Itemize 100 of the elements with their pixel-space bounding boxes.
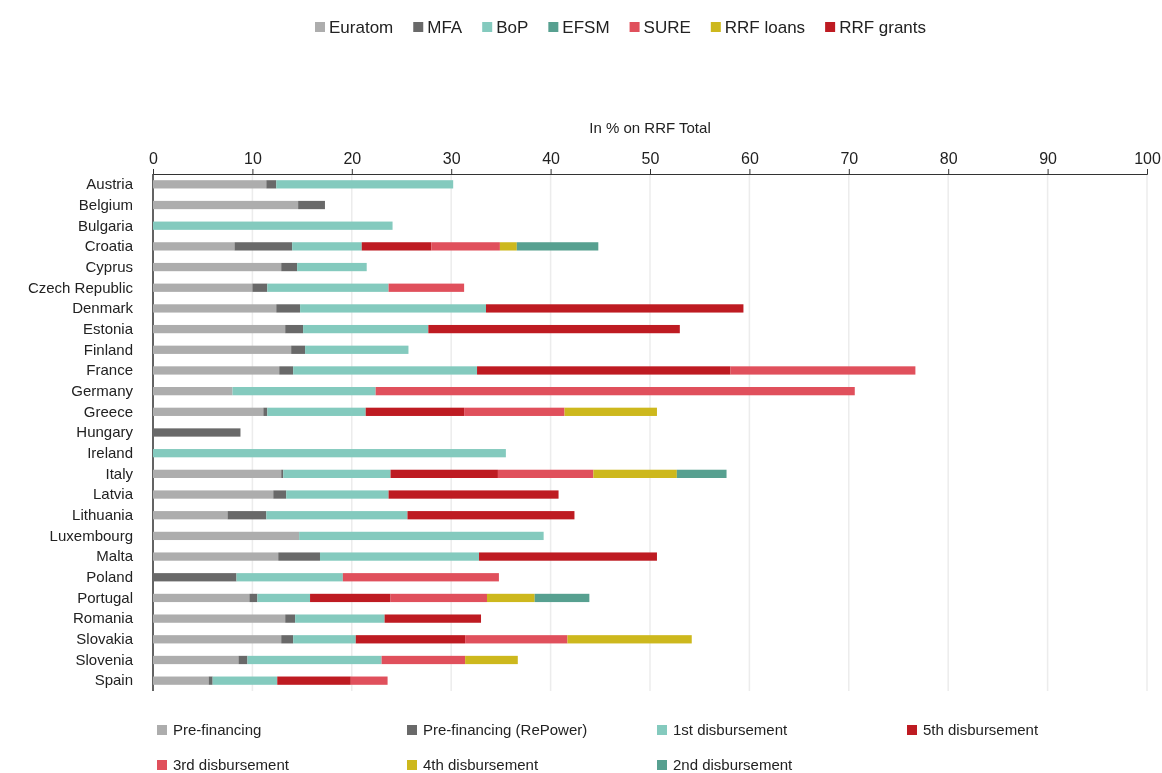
bar <box>153 469 282 478</box>
y-tick-label: Luxembourg <box>49 526 133 544</box>
bar <box>153 407 264 416</box>
bar <box>238 655 248 665</box>
x-tick-label: 20 <box>343 150 362 168</box>
y-tick-label: Finland <box>83 340 133 358</box>
bar <box>464 407 565 416</box>
bar <box>153 200 299 210</box>
bar <box>266 511 408 520</box>
bar <box>153 283 253 292</box>
bar <box>477 366 731 375</box>
y-tick-label: Slovenia <box>75 650 134 668</box>
bar <box>428 324 680 334</box>
bar <box>465 655 518 665</box>
y-tick-label: Italy <box>105 464 134 482</box>
bar <box>153 242 235 251</box>
x-tick-label: 90 <box>1039 150 1058 168</box>
bar <box>297 262 367 272</box>
bar <box>485 304 744 313</box>
y-tick-label: France <box>86 361 133 379</box>
bar <box>286 490 389 499</box>
bar <box>361 242 432 251</box>
y-tick-label: Romania <box>72 609 134 627</box>
bar <box>291 345 306 354</box>
bar <box>153 531 300 541</box>
bar <box>208 676 213 685</box>
legend-label: 2nd disbursement <box>673 756 794 773</box>
bar <box>365 407 465 416</box>
y-tick-label: Greece <box>83 402 133 420</box>
bar <box>564 407 657 416</box>
x-axis-title: In % on RRF Total <box>589 119 711 136</box>
bar <box>388 490 559 499</box>
legend-label: 5th disbursement <box>923 721 1039 738</box>
bar <box>293 366 478 375</box>
x-tick-label: 0 <box>149 150 159 168</box>
bar <box>342 573 499 582</box>
y-tick-label: Belgium <box>78 195 133 213</box>
bar <box>278 552 320 561</box>
bar <box>350 676 388 685</box>
bar <box>273 490 287 499</box>
bar <box>249 593 258 603</box>
bar <box>676 469 727 478</box>
x-tick-label: 60 <box>741 150 759 168</box>
bar <box>153 345 292 354</box>
bar <box>465 635 568 644</box>
bar <box>355 635 466 644</box>
bar <box>281 635 294 644</box>
y-tick-label: Lithuania <box>72 506 134 524</box>
bar <box>285 324 304 334</box>
legend-label: 1st disbursement <box>673 721 789 738</box>
y-tick-label: Czech Republic <box>27 278 134 296</box>
text: SURE <box>643 18 691 37</box>
text: RRF loans <box>724 18 806 37</box>
bar <box>730 366 916 375</box>
bar <box>381 655 466 665</box>
bar <box>153 511 228 520</box>
bar <box>281 262 298 272</box>
y-tick-label: Croatia <box>84 237 134 255</box>
y-tick-label: Denmark <box>72 299 134 317</box>
bar <box>479 552 657 561</box>
bar <box>236 573 343 582</box>
bar <box>212 676 278 685</box>
bar <box>266 180 277 189</box>
bar <box>298 200 325 210</box>
bar <box>303 324 429 334</box>
y-tick-label: Spain <box>94 671 133 689</box>
bar <box>153 449 506 458</box>
y-tick-label: Ireland <box>87 443 133 461</box>
y-tick-label: Estonia <box>82 319 134 337</box>
bar <box>285 614 296 623</box>
bar <box>153 676 209 685</box>
bar <box>407 511 575 520</box>
bar <box>263 407 268 416</box>
bar <box>153 614 286 623</box>
text: BoP <box>496 18 529 37</box>
bar <box>267 283 389 292</box>
bar <box>499 242 517 251</box>
bar <box>153 262 282 272</box>
legend-label: Pre-financing <box>173 721 262 738</box>
bar <box>292 242 362 251</box>
bar <box>293 635 356 644</box>
bar <box>153 593 250 603</box>
bar <box>153 428 241 437</box>
bar <box>153 573 237 582</box>
bar <box>276 304 301 313</box>
bar <box>252 283 268 292</box>
bar <box>153 552 279 561</box>
bar <box>390 593 487 603</box>
bar <box>153 635 282 644</box>
y-tick-label: Portugal <box>77 588 133 606</box>
bar <box>153 490 274 499</box>
y-tick-label: Austria <box>86 175 134 193</box>
bar <box>310 593 391 603</box>
bar <box>567 635 692 644</box>
bar <box>153 655 239 665</box>
bar <box>300 304 486 313</box>
legend-label: 3rd disbursement <box>173 756 290 773</box>
x-tick-label: 100 <box>1134 150 1161 168</box>
y-tick-label: Poland <box>86 568 133 586</box>
bar <box>153 180 267 189</box>
